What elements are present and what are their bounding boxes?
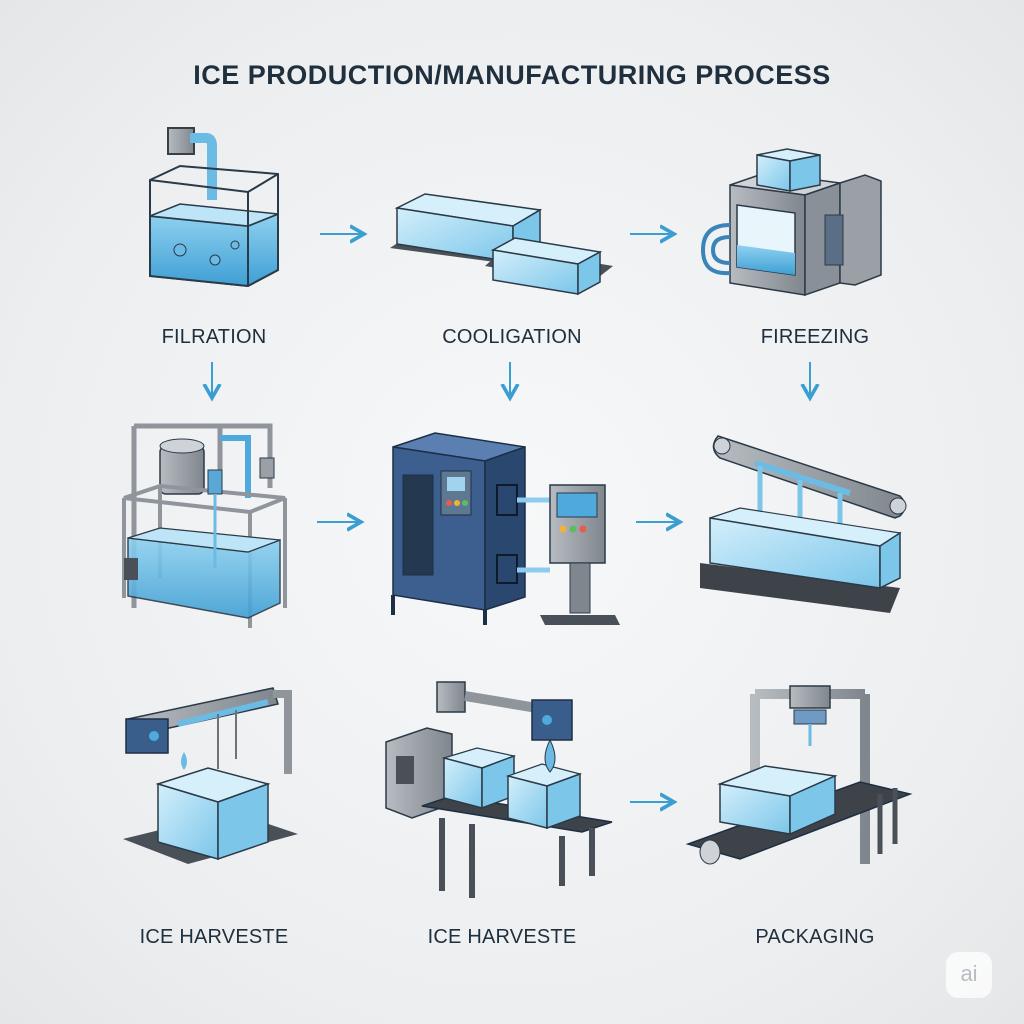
ai-badge: ai (946, 952, 992, 998)
water-tank-icon (149, 127, 279, 288)
control-cabinet-icon (391, 432, 620, 625)
step-label-9: PACKAGING (755, 926, 875, 948)
filtration-plant-icon (122, 423, 287, 628)
packaging-station-icon (685, 685, 913, 865)
ice-blocks-icon (390, 193, 613, 296)
page-title: ICE PRODUCTION/MANUFACTURING PROCESS (193, 60, 831, 90)
arrow-down-2 (502, 362, 518, 404)
arrow-down-3 (802, 362, 818, 404)
arrow-right-2 (630, 226, 680, 242)
arrow-down-1 (204, 362, 220, 404)
arrow-right-5 (630, 794, 680, 810)
arrow-right-3 (317, 514, 367, 530)
step-label-8: ICE HARVESTE (427, 926, 577, 948)
step-label-3: FIREEZING (760, 326, 870, 348)
ice-conveyor-belt-icon (385, 681, 613, 898)
arrow-right-1 (320, 226, 370, 242)
step-label-1: FILRATION (161, 326, 267, 348)
freezer-machine-icon (700, 148, 882, 297)
arrow-right-4 (636, 514, 686, 530)
ice-harvester-icon (123, 687, 298, 864)
step-label-7: ICE HARVESTE (139, 926, 289, 948)
step-label-2: COOLIGATION (442, 326, 582, 348)
ice-conveyor-icon (700, 435, 907, 613)
